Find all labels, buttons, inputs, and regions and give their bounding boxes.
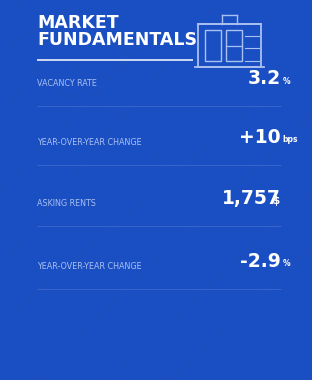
Text: %: %: [282, 76, 290, 86]
Text: 3.2: 3.2: [248, 69, 281, 88]
Text: MARKET: MARKET: [37, 14, 119, 32]
Bar: [205, 30, 221, 61]
Text: ASKING RENTS: ASKING RENTS: [37, 199, 96, 208]
Text: -2.9: -2.9: [240, 252, 281, 271]
Text: +10: +10: [239, 128, 281, 147]
Bar: [226, 30, 242, 61]
Text: YEAR-OVER-YEAR CHANGE: YEAR-OVER-YEAR CHANGE: [37, 138, 142, 147]
Text: 1,757: 1,757: [222, 189, 281, 208]
Text: YEAR-OVER-YEAR CHANGE: YEAR-OVER-YEAR CHANGE: [37, 261, 142, 271]
Text: %: %: [282, 259, 290, 268]
Text: bps: bps: [282, 135, 298, 144]
Text: $: $: [272, 196, 279, 206]
Text: FUNDAMENTALS: FUNDAMENTALS: [37, 32, 197, 49]
Text: VACANCY RATE: VACANCY RATE: [37, 79, 97, 88]
